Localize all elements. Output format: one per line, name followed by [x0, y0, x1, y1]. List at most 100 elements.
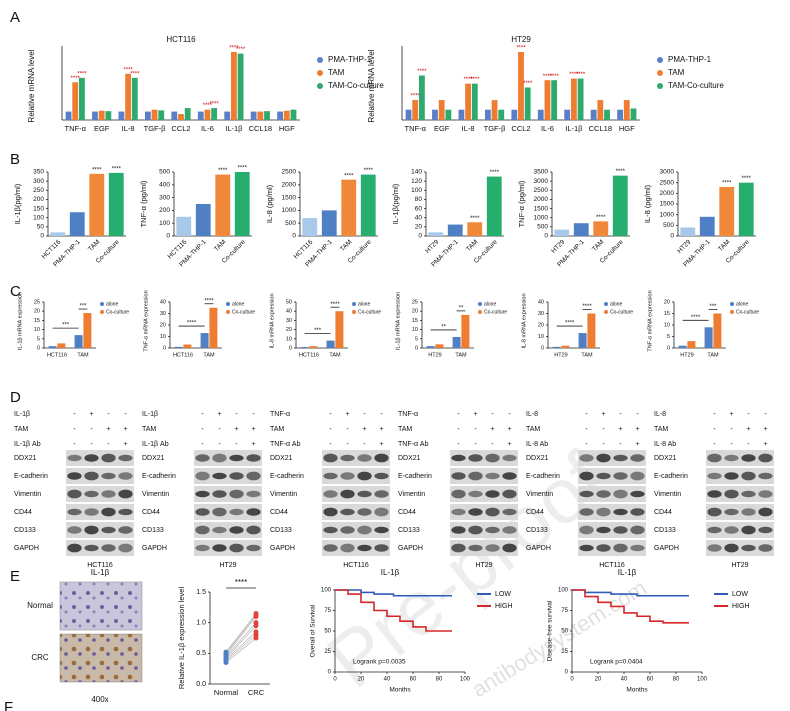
- bar: [215, 174, 231, 236]
- y-tick-label: 1000: [660, 211, 675, 218]
- blot-band: [630, 471, 645, 481]
- y-tick-label: 500: [537, 224, 548, 231]
- y-tick-label: 25: [412, 299, 418, 305]
- y-tick-label: 20: [34, 309, 40, 315]
- blot-background: [578, 522, 646, 538]
- band-label: CD133: [398, 527, 420, 534]
- x-tick-label: IL-1β: [225, 124, 243, 133]
- blot-band: [357, 454, 372, 462]
- significance: ****: [235, 578, 247, 587]
- y-tick-label: 40: [415, 214, 423, 221]
- blot-band: [340, 526, 355, 534]
- significance: ****: [516, 46, 526, 52]
- legend-marker: [352, 302, 356, 306]
- blot-band: [323, 490, 338, 498]
- point: [253, 629, 259, 635]
- blot-band: [84, 508, 99, 516]
- panel-label: B: [10, 151, 20, 168]
- x-tick-label: CCL18: [249, 124, 272, 133]
- blot-band: [468, 454, 483, 462]
- cell-line-label: HCT116: [343, 562, 369, 569]
- y-tick-label: 1000: [282, 207, 297, 214]
- bar: [92, 111, 98, 120]
- y-tick-label: 30: [160, 311, 166, 317]
- significance: ****: [238, 166, 248, 172]
- bar: [204, 109, 211, 120]
- x-tick-label: CCL2: [511, 124, 530, 133]
- significance: ****: [204, 298, 214, 304]
- y-tick-label: 50: [324, 629, 331, 635]
- bar: [211, 108, 218, 120]
- bar: [452, 336, 461, 348]
- blot-band: [246, 471, 261, 481]
- condition-sign: -: [218, 441, 221, 448]
- blot-background: [450, 486, 518, 502]
- condition-sign: +: [601, 411, 605, 418]
- blot-band: [374, 526, 389, 534]
- y-tick-label: 5: [415, 336, 418, 342]
- x-tick-label: TNF-α: [405, 124, 427, 133]
- band-label: DDX21: [142, 455, 165, 462]
- legend-label: alone: [484, 301, 496, 307]
- y-tick-label: 10: [160, 334, 166, 340]
- bar: [426, 346, 435, 348]
- cell-line-label: HCT116: [599, 562, 625, 569]
- chart-title: HT29: [511, 35, 531, 44]
- chart-title: IL-1β: [381, 568, 400, 577]
- x-tick-label: TGF-β: [484, 124, 506, 133]
- bar: [83, 313, 92, 348]
- blot-background: [194, 486, 262, 502]
- bar: [237, 53, 244, 120]
- blot-band: [340, 472, 355, 480]
- condition-sign: -: [585, 411, 588, 418]
- y-tick-label: 2000: [534, 196, 549, 203]
- bar: [335, 311, 344, 348]
- band-label: Vimentin: [526, 491, 553, 498]
- cell-line-label: HT29: [475, 562, 492, 569]
- y-tick-label: 300: [33, 178, 44, 185]
- y-tick-label: 15: [664, 311, 670, 317]
- band-label: Vimentin: [654, 491, 681, 498]
- y-tick-label: 75: [561, 608, 568, 614]
- x-tick-label: HCT116: [299, 352, 319, 358]
- blot-band: [229, 508, 244, 516]
- blot-band: [195, 525, 210, 535]
- bar: [465, 83, 472, 120]
- blot-band: [323, 472, 338, 480]
- blot-band: [468, 471, 483, 481]
- blot-band: [502, 543, 517, 553]
- significance: ****: [218, 168, 228, 174]
- blot-band: [596, 472, 611, 480]
- band-label: E-cadherin: [270, 473, 304, 480]
- x-tick-label: IL-8: [122, 124, 135, 133]
- legend-marker: [604, 310, 608, 314]
- y-tick-label: 2500: [660, 179, 675, 186]
- y-axis-label: TNF-α mRNA expression: [647, 290, 653, 351]
- y-tick-label: 0: [670, 233, 674, 240]
- blot-band: [707, 526, 722, 534]
- bar: [50, 232, 66, 236]
- blot-band: [101, 472, 116, 480]
- bar: [234, 172, 250, 236]
- bar: [108, 172, 124, 236]
- condition-sign: -: [585, 441, 588, 448]
- bar: [491, 100, 498, 120]
- bar: [687, 341, 696, 348]
- condition-sign: +: [507, 426, 511, 433]
- blot-band: [468, 525, 483, 535]
- bar: [79, 77, 85, 120]
- blot-band: [101, 544, 116, 552]
- blot-band: [84, 454, 99, 462]
- band-label: GAPDH: [526, 545, 551, 552]
- y-tick-label: 10: [412, 327, 418, 333]
- band-label: Vimentin: [270, 491, 297, 498]
- y-tick-label: 80: [415, 196, 423, 203]
- blot-background: [706, 522, 774, 538]
- blot-band: [246, 454, 261, 462]
- blot-band: [630, 508, 645, 516]
- blot-band: [502, 508, 517, 516]
- band-label: CD133: [654, 527, 676, 534]
- blot-background: [322, 450, 390, 466]
- bar: [704, 327, 713, 348]
- bar: [467, 222, 483, 236]
